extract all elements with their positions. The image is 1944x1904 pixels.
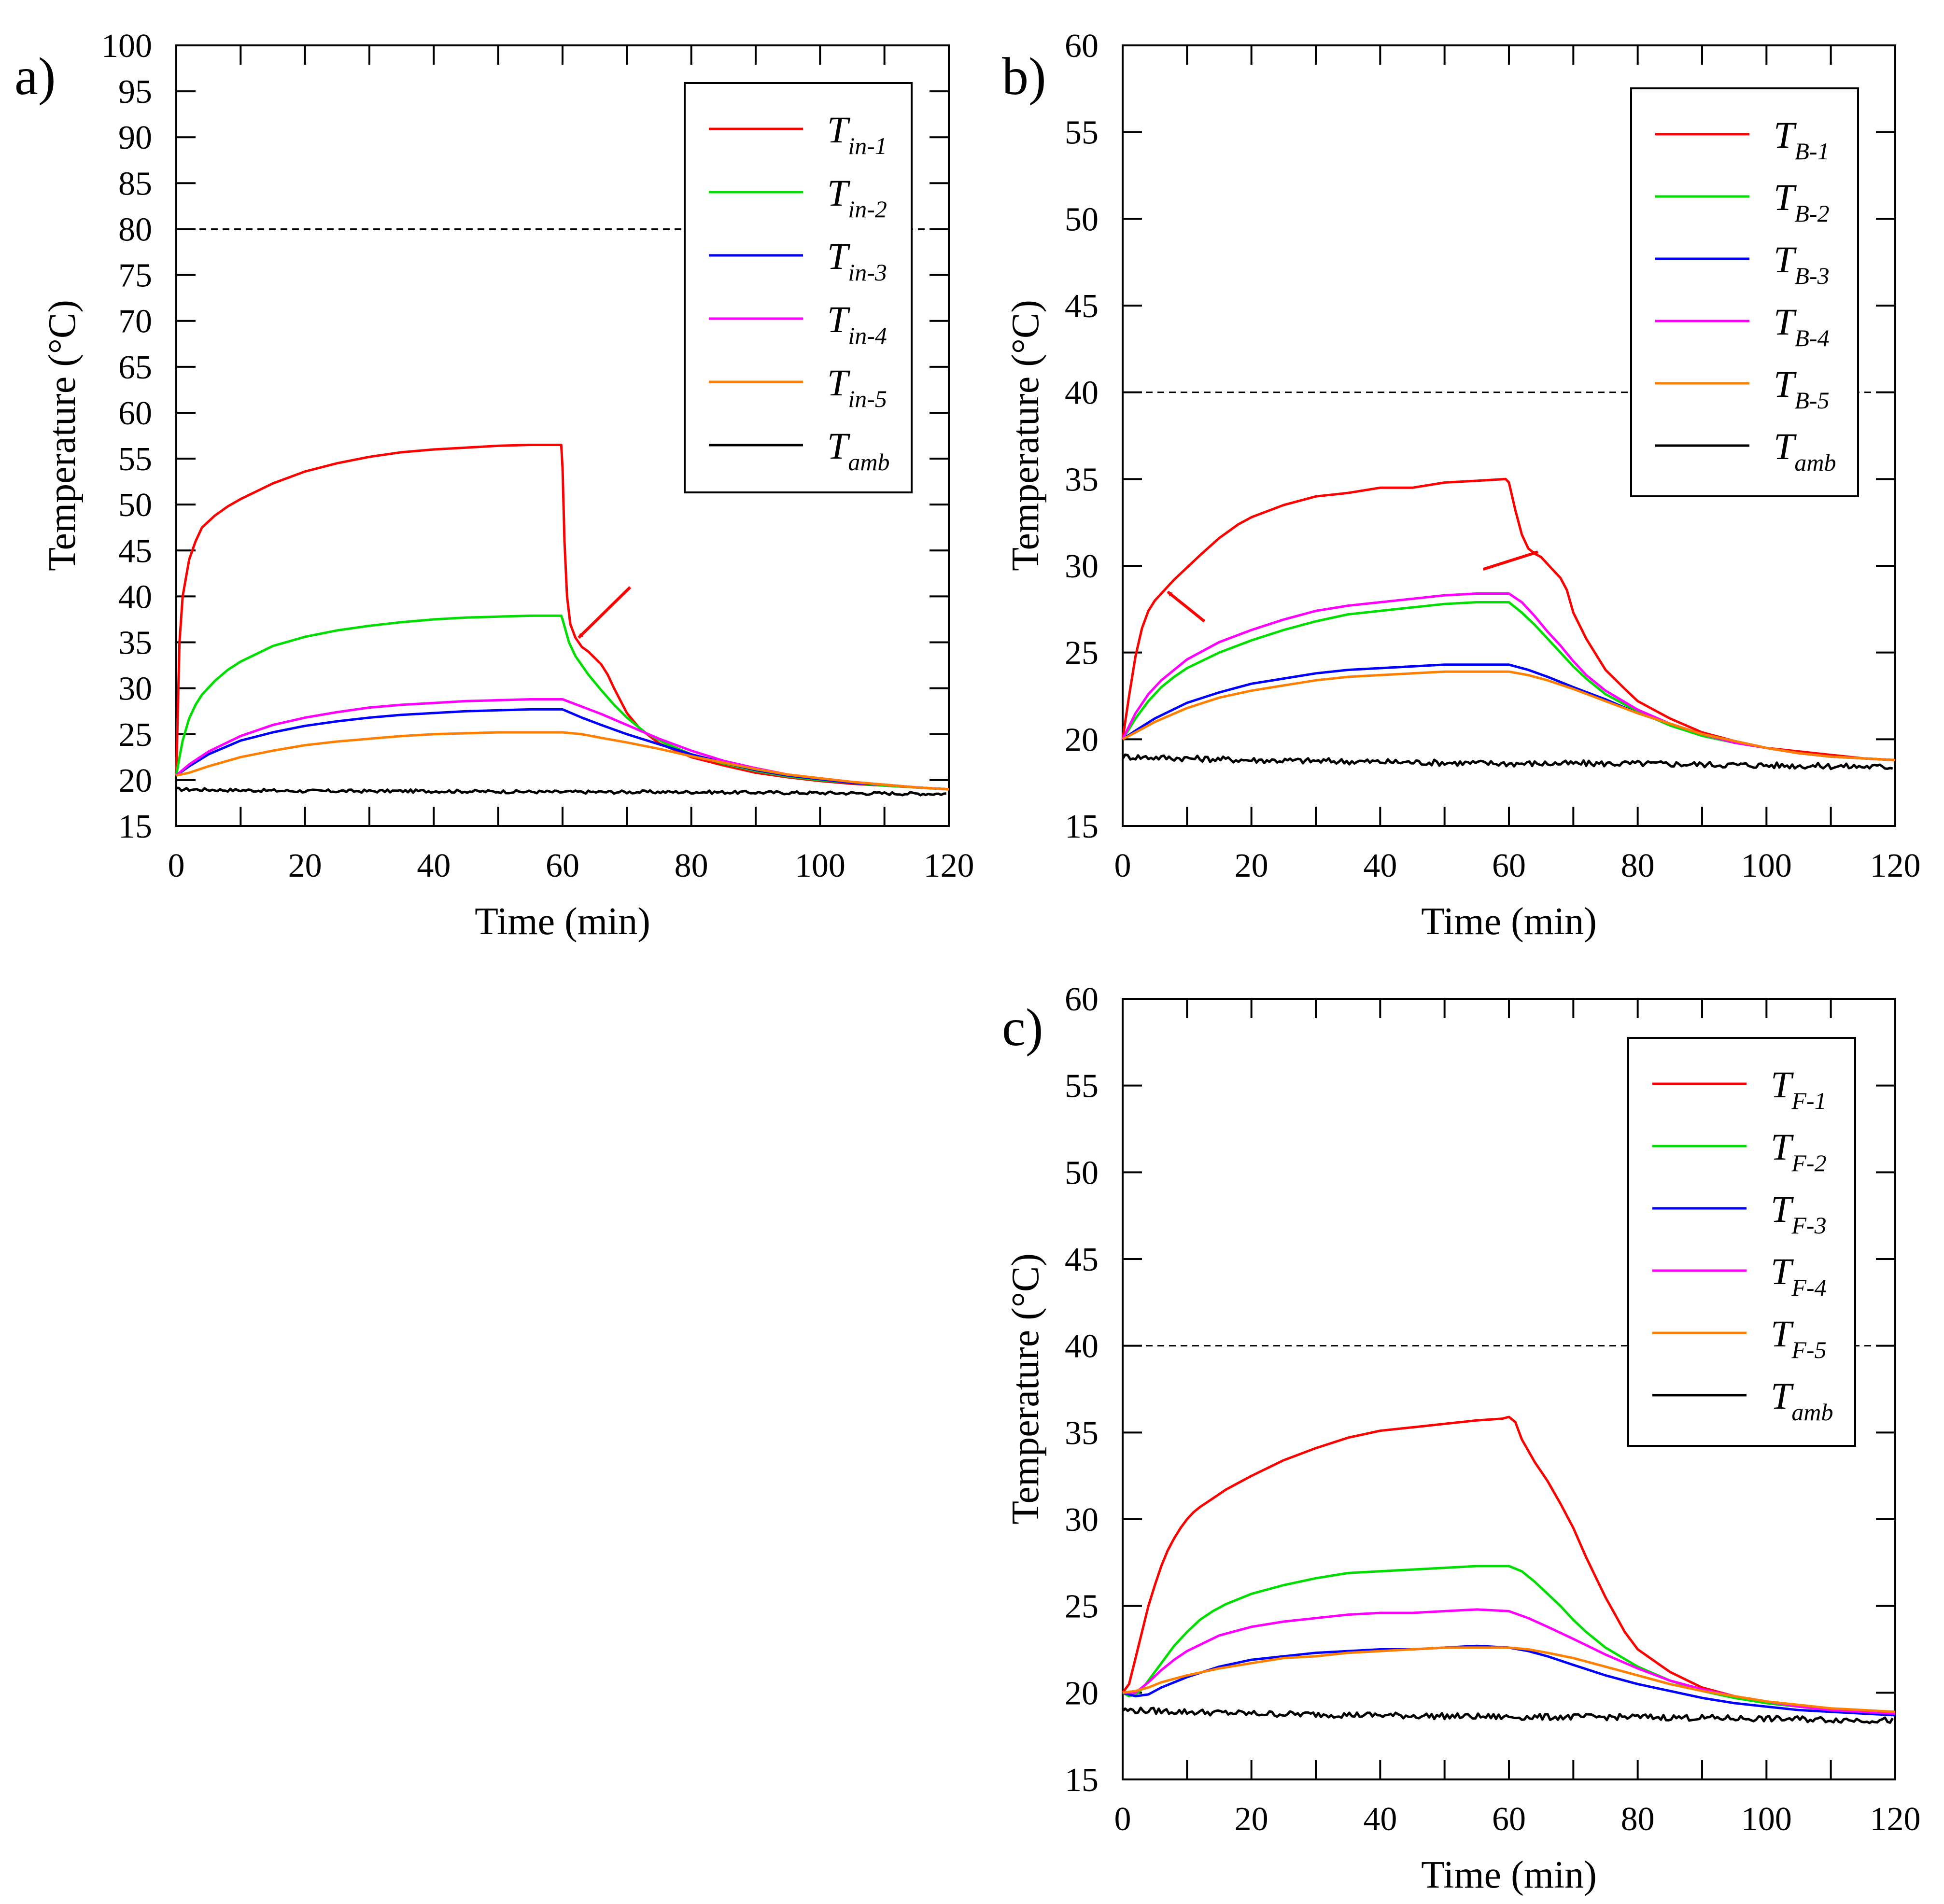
x-tick-label: 60 <box>1492 1801 1526 1838</box>
y-tick-label: 20 <box>118 762 152 799</box>
x-tick-label: 40 <box>1363 1801 1397 1838</box>
y-tick-label: 60 <box>1065 28 1099 65</box>
chart-panel-b: b) 15 20 25 30 35 40 45 50 55 60 0 20 40 60 80 100 120 T… <box>1002 28 1921 943</box>
y-tick-label: 35 <box>1065 461 1099 498</box>
x-tick-label: 120 <box>1870 847 1921 884</box>
x-tick-label: 40 <box>417 847 451 884</box>
arrow-annotation <box>1167 590 1206 623</box>
arrow-annotation <box>578 586 632 639</box>
x-tick-label: 120 <box>1870 1801 1921 1838</box>
y-tick-label: 25 <box>118 716 152 754</box>
y-tick-label: 40 <box>1065 375 1099 412</box>
series-line-B-5 <box>1122 670 1896 761</box>
legend-box <box>684 82 913 493</box>
y-tick-label: 55 <box>118 441 152 478</box>
arrow-annotation <box>1482 550 1538 571</box>
y-axis-label: Temperature (°C) <box>1004 1253 1047 1525</box>
y-tick-label: 55 <box>1065 114 1099 152</box>
x-tick-label: 0 <box>1114 847 1131 884</box>
y-tick-label: 75 <box>118 257 152 294</box>
y-tick-label: 40 <box>1065 1328 1099 1365</box>
x-tick-label: 80 <box>1621 847 1655 884</box>
series-line-F-1 <box>1121 1415 1896 1715</box>
y-tick-label: 80 <box>118 211 152 248</box>
chart-panel-a: a) 15 20 25 30 35 40 45 50 55 60 65 70 75 80 85 90 95 100… <box>14 28 974 943</box>
series-line-in-2 <box>175 614 949 791</box>
series-line-amb <box>1121 753 1893 770</box>
y-tick-label: 15 <box>1065 808 1099 845</box>
x-tick-label: 20 <box>1235 847 1268 884</box>
panel-label: c) <box>1002 998 1043 1057</box>
y-tick-label: 65 <box>118 349 152 386</box>
y-tick-label: 50 <box>118 487 152 524</box>
x-tick-label: 80 <box>1621 1801 1655 1838</box>
y-tick-label: 15 <box>118 808 152 845</box>
y-tick-label: 60 <box>1065 981 1099 1018</box>
x-axis-label: Time (min) <box>475 900 650 943</box>
x-tick-label: 120 <box>924 847 974 884</box>
y-tick-label: 100 <box>101 28 152 65</box>
x-tick-label: 40 <box>1363 847 1397 884</box>
y-tick-label: 95 <box>118 73 152 111</box>
y-tick-label: 55 <box>1065 1068 1099 1105</box>
y-tick-label: 90 <box>118 119 152 156</box>
y-axis-label: Temperature (°C) <box>41 300 84 571</box>
x-tick-label: 100 <box>1741 847 1792 884</box>
series-line-in-1 <box>175 444 949 791</box>
series-line-B-4 <box>1121 592 1896 761</box>
x-tick-label: 100 <box>795 847 845 884</box>
y-tick-label: 20 <box>1065 1675 1099 1712</box>
y-tick-label: 45 <box>1065 1241 1099 1278</box>
y-tick-label: 15 <box>1065 1762 1099 1799</box>
chart-panel-c: c) 15 20 25 30 35 40 45 50 55 60 0 20 40 60 80 100 120 T… <box>1002 981 1921 1896</box>
x-tick-label: 20 <box>1235 1801 1268 1838</box>
legend-box <box>1630 87 1859 497</box>
x-tick-label: 0 <box>168 847 185 884</box>
y-tick-label: 20 <box>1065 721 1099 758</box>
y-tick-label: 60 <box>118 395 152 432</box>
y-tick-label: 45 <box>1065 288 1099 325</box>
series-line-in-4 <box>175 698 949 791</box>
x-axis-label: Time (min) <box>1421 900 1597 943</box>
x-tick-label: 100 <box>1741 1801 1792 1838</box>
y-tick-label: 30 <box>1065 1501 1099 1539</box>
x-axis-label: Time (min) <box>1421 1854 1597 1896</box>
y-tick-label: 40 <box>118 578 152 616</box>
series-line-amb <box>1122 1707 1894 1724</box>
y-tick-label: 45 <box>118 532 152 570</box>
x-tick-label: 20 <box>288 847 322 884</box>
x-tick-label: 60 <box>546 847 579 884</box>
panel-label: a) <box>14 47 56 106</box>
y-tick-label: 25 <box>1065 1588 1099 1625</box>
y-tick-label: 25 <box>1065 635 1099 672</box>
series-line-B-3 <box>1122 663 1896 761</box>
series-line-B-2 <box>1121 601 1896 761</box>
y-axis-label: Temperature (°C) <box>1004 300 1047 571</box>
panel-label: b) <box>1002 47 1046 106</box>
y-tick-label: 50 <box>1065 201 1099 238</box>
series-line-F-2 <box>1122 1565 1896 1715</box>
series-line-amb <box>176 786 946 797</box>
series-line-F-5 <box>1122 1646 1896 1713</box>
y-tick-label: 35 <box>118 625 152 662</box>
series-line-F-3 <box>1122 1644 1896 1717</box>
x-tick-label: 0 <box>1114 1801 1131 1838</box>
legend-box <box>1627 1037 1856 1447</box>
y-tick-label: 50 <box>1065 1154 1099 1191</box>
y-tick-label: 30 <box>118 671 152 708</box>
series-line-B-1 <box>1121 477 1896 761</box>
x-tick-label: 80 <box>675 847 708 884</box>
x-tick-label: 60 <box>1492 847 1526 884</box>
y-tick-label: 35 <box>1065 1414 1099 1452</box>
y-tick-label: 70 <box>118 303 152 340</box>
y-tick-label: 85 <box>118 165 152 202</box>
series-line-in-5 <box>176 731 949 791</box>
y-tick-label: 30 <box>1065 548 1099 585</box>
